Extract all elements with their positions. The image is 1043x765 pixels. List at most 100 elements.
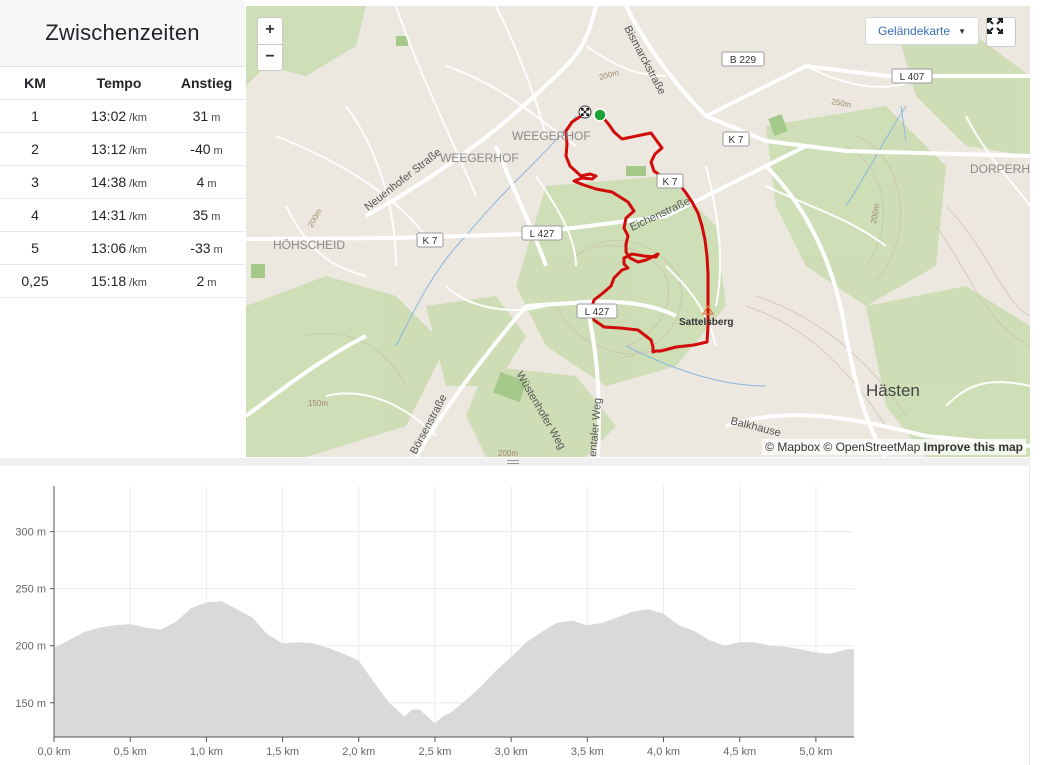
split-pace: 13:06/km [70,231,168,265]
split-km: 2 [0,132,70,166]
map-type-dropdown[interactable]: Geländekarte ▼ [865,17,979,45]
resize-handle[interactable] [507,458,519,466]
shield-l427-south: L 427 [576,303,618,319]
label-sattelsberg: Sattelsberg [679,317,733,328]
label-haesten: Hästen [866,381,920,400]
split-row: 2 13:12/km -40 m [0,132,245,166]
label-dorperhof: DORPERH [970,162,1030,176]
split-row: 3 14:38/km 4 m [0,165,245,199]
panel-divider [0,458,1030,466]
label-weegerhof-1: WEEGERHOF [512,129,591,143]
x-ticks: 0,0 km 0,5 km 1,0 km 1,5 km 2,0 km 2,5 km 3,0 … [37,737,832,758]
y-ticks: 300 m 250 m 200 m 150 m [15,527,54,710]
label-hoehscheid: HÖHSCHEID [273,238,345,252]
zoom-in-button[interactable]: + [258,18,282,45]
col-header-pace[interactable]: Tempo [70,67,168,100]
label-contour-200a: 200m [598,68,620,82]
fullscreen-button[interactable] [986,17,1016,47]
x-tick-label: 0,0 km [37,746,70,758]
split-pace: 15:18/km [70,264,168,298]
x-tick-label: 2,5 km [418,746,451,758]
split-pace: 14:38/km [70,165,168,199]
split-km: 5 [0,231,70,265]
improve-map-link[interactable]: Improve this map [923,440,1023,454]
label-contour-200d: 200m [498,449,518,457]
split-elevation: -33 m [168,231,245,265]
zoom-control: + − [257,17,283,71]
svg-text:K 7: K 7 [422,236,437,247]
elevation-chart[interactable]: 300 m 250 m 200 m 150 m 0,0 km 0,5 km 1,0 km 1… [0,466,1029,765]
split-row: 1 13:02/km 31 m [0,99,245,133]
elevation-area[interactable] [54,601,854,737]
svg-text:B 229: B 229 [730,55,757,66]
svg-text:K 7: K 7 [728,135,743,146]
fullscreen-icon [987,18,1003,34]
shield-l427-north: L 427 [521,225,563,241]
x-tick-label: 3,5 km [571,746,604,758]
split-pace: 13:12/km [70,132,168,166]
peak-icon [701,304,715,315]
main-roads [246,6,1030,457]
split-km: 3 [0,165,70,199]
split-row: 4 14:31/km 35 m [0,198,245,232]
svg-text:L 407: L 407 [900,72,925,83]
split-pace: 14:31/km [70,198,168,232]
right-border [1029,466,1030,765]
label-contour-200c: 200m [869,203,881,225]
x-tick-label: 1,0 km [190,746,223,758]
col-header-km[interactable]: KM [0,67,70,100]
road-shields: B 229 L 407 K 7 K 7 K 7 L 427 L 427 [416,51,933,319]
shield-l407: L 407 [891,68,933,84]
shield-k7-east: K 7 [722,131,750,147]
x-tick-label: 5,0 km [799,746,832,758]
shield-k7-west: K 7 [416,232,444,248]
col-header-elevation[interactable]: Anstieg [168,67,245,100]
splits-title: Zwischenzeiten [45,20,200,45]
zoom-out-button[interactable]: − [265,48,275,65]
attribution-mapbox-link[interactable]: © Mapbox [765,440,821,454]
route-track[interactable] [564,113,710,354]
minor-streets [275,6,1030,437]
split-row: 0,25 15:18/km 2 m [0,264,245,298]
split-km: 0,25 [0,264,70,298]
map-attribution: © Mapbox © OpenStreetMap Improve this ma… [762,439,1026,455]
label-contour-250: 250m [831,97,853,109]
y-tick-label: 300 m [15,527,46,539]
start-marker[interactable] [593,108,607,122]
split-elevation: -40 m [168,132,245,166]
label-weegerhof-2: WEEGERHOF [440,151,519,165]
shield-k7-center: K 7 [656,173,684,189]
svg-text:L 427: L 427 [530,229,555,240]
finish-flag-icon[interactable] [578,105,592,119]
split-row: 5 13:06/km -33 m [0,231,245,265]
caret-down-icon: ▼ [958,26,966,36]
map-canvas[interactable]: B 229 L 407 K 7 K 7 K 7 L 427 L 427 Bism… [246,6,1030,457]
green-spots [251,36,788,403]
split-elevation: 31 m [168,99,245,133]
split-km: 4 [0,198,70,232]
y-tick-label: 150 m [15,698,46,710]
splits-header-row: KM Tempo Anstieg [0,67,245,100]
splits-panel: Zwischenzeiten KM Tempo Anstieg 1 13:02/k… [0,0,245,458]
attribution-osm-link[interactable]: © OpenStreetMap [823,440,921,454]
split-elevation: 35 m [168,198,245,232]
splits-table: KM Tempo Anstieg 1 13:02/km 31 m 2 13:12/km -4… [0,67,245,298]
contour-lines [305,135,1030,427]
forest-areas [246,6,1030,457]
y-tick-label: 250 m [15,584,46,596]
x-tick-label: 2,0 km [342,746,375,758]
route-map[interactable]: B 229 L 407 K 7 K 7 K 7 L 427 L 427 Bism… [246,6,1030,457]
svg-text:K 7: K 7 [662,177,677,188]
shield-b229: B 229 [721,51,765,67]
split-pace: 13:02/km [70,99,168,133]
label-contour-200b: 200m [306,207,324,229]
x-tick-label: 4,5 km [723,746,756,758]
x-tick-label: 1,5 km [266,746,299,758]
map-type-label: Geländekarte [878,24,951,38]
x-tick-label: 3,0 km [495,746,528,758]
x-tick-label: 0,5 km [114,746,147,758]
label-entaler-weg: entaler Weg [587,397,604,457]
y-tick-label: 200 m [15,641,46,653]
